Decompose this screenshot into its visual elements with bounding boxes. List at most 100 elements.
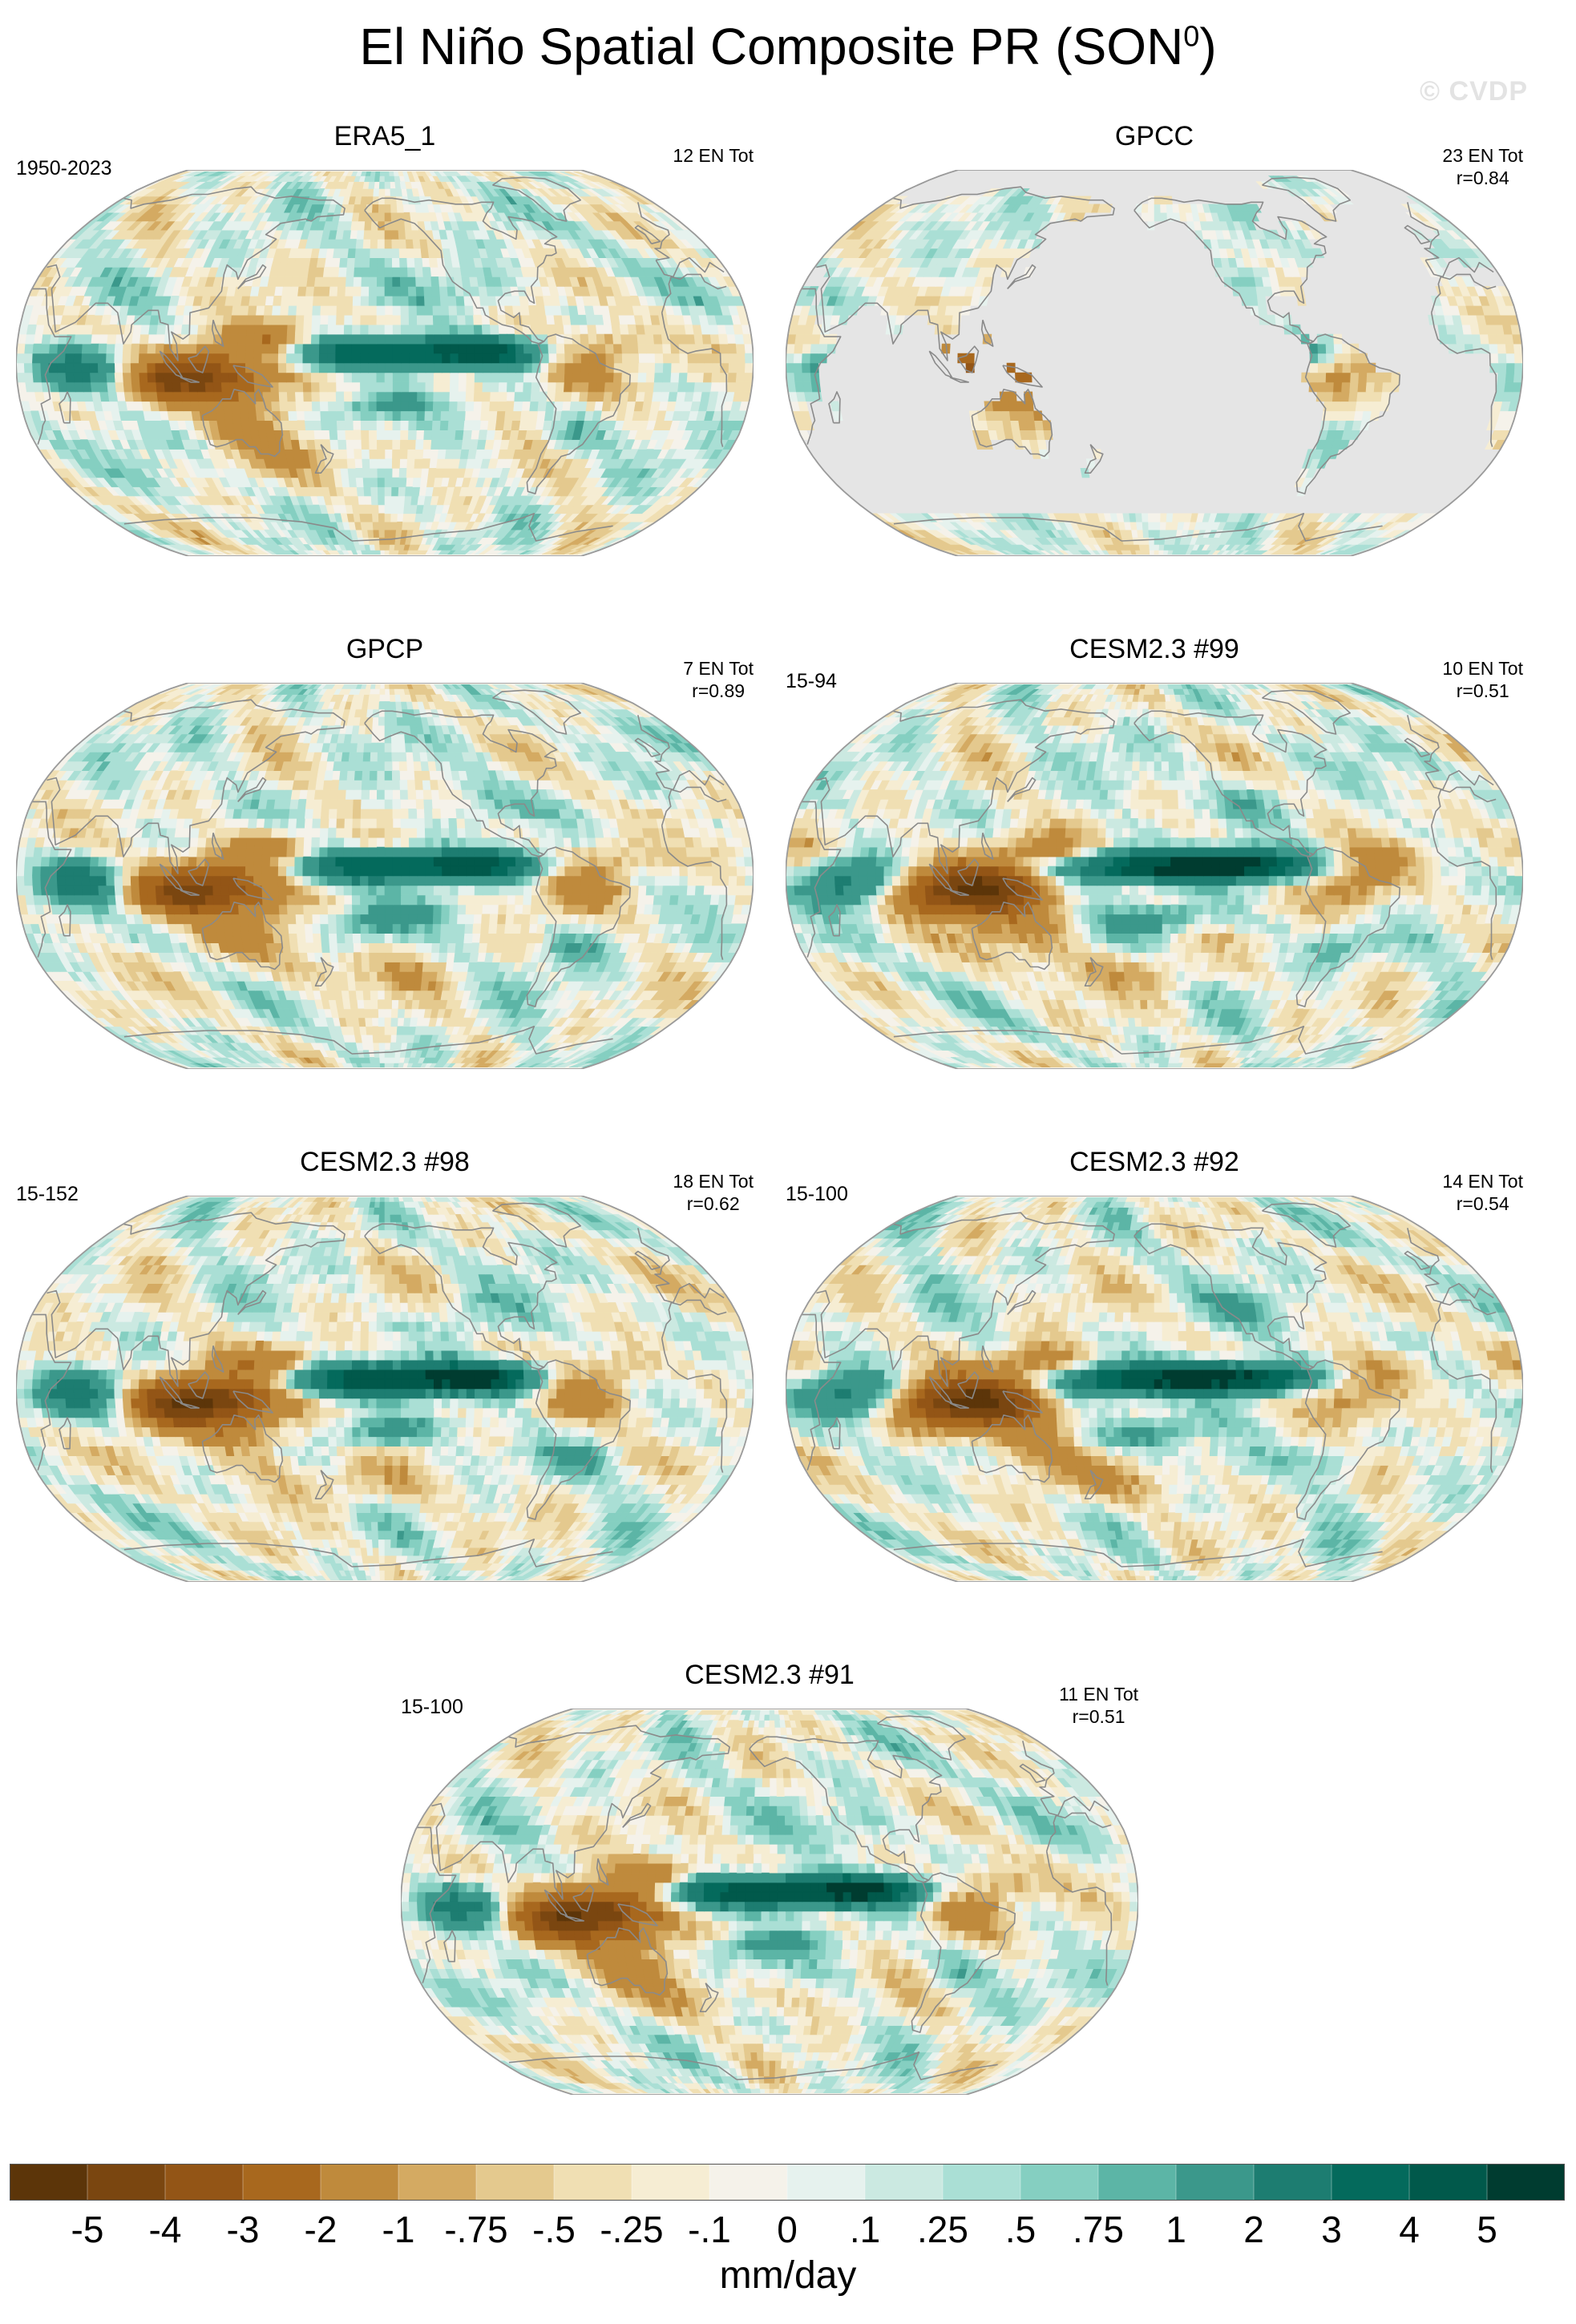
panel-years: 15-100 — [786, 1183, 848, 1206]
panel-stats: 18 EN Tot r=0.62 — [673, 1170, 754, 1215]
coastline-africa — [32, 273, 728, 447]
coastline-borneo — [957, 1371, 980, 1399]
panel-years: 15-100 — [401, 1696, 463, 1719]
panel-stats: 23 EN Tot r=0.84 — [1442, 144, 1523, 189]
coastline-aus — [971, 1414, 1053, 1483]
coastline-antarctica — [893, 1026, 1383, 1055]
colorbar-swatch — [1176, 2164, 1255, 2201]
coastline-eurasia — [816, 186, 1494, 361]
cvdp-watermark: © CVDP — [1420, 76, 1528, 107]
panel-title: CESM2.3 #99 — [786, 633, 1523, 665]
coastline-philippines — [980, 319, 994, 347]
panel-event-count: 12 EN Tot — [673, 144, 754, 167]
panel-title: CESM2.3 #91 — [401, 1659, 1138, 1691]
coastline-aus — [201, 1414, 284, 1483]
map-border — [16, 683, 754, 1069]
coastline-nz — [1084, 1470, 1104, 1499]
coastline-africa — [417, 1812, 1113, 1986]
coastline-eurasia — [431, 1725, 1109, 1900]
coastline-greenland — [492, 689, 581, 735]
panel-correlation: r=0.62 — [673, 1192, 754, 1215]
precip-field — [401, 1709, 1138, 2095]
coastline-africa — [32, 786, 728, 960]
colorbar-swatch — [10, 2164, 88, 2201]
coastline-ng — [1002, 365, 1043, 388]
coastline-antarctica — [123, 513, 613, 542]
coastline-borneo — [188, 858, 210, 886]
coastline-greenland — [1262, 689, 1351, 735]
panel-event-count: 10 EN Tot — [1442, 657, 1523, 680]
coastline-philippines — [596, 1858, 609, 1886]
panel-event-count: 18 EN Tot — [673, 1170, 754, 1192]
coastline-greenland — [1262, 176, 1351, 222]
coastline-madagascar — [828, 1417, 841, 1450]
panel-title: GPCC — [786, 120, 1523, 152]
colorbar-swatch — [709, 2164, 788, 2201]
coastline-uk — [1404, 737, 1431, 757]
colorbar-tick-label: -.25 — [600, 2208, 663, 2251]
panel-correlation: r=0.51 — [1442, 680, 1523, 702]
panel-years: 15-152 — [16, 1183, 79, 1206]
colorbar-tick-label: -5 — [71, 2208, 104, 2251]
coastline-borneo — [188, 345, 210, 373]
coastline-madagascar — [828, 391, 841, 424]
coastline-sam — [1295, 333, 1400, 494]
coastline-java — [564, 1915, 584, 1922]
robinson-map — [786, 170, 1523, 556]
map-border — [401, 1709, 1138, 2095]
colorbar-tick-label: 1 — [1166, 2208, 1186, 2251]
coastline-java — [949, 890, 969, 896]
panel-stats: 7 EN Tot r=0.89 — [683, 657, 754, 702]
panel-title: CESM2.3 #98 — [16, 1146, 754, 1178]
coastline-madagascar — [59, 391, 71, 424]
colorbar-swatch — [632, 2164, 710, 2201]
coastline-madagascar — [443, 1930, 456, 1963]
panel-correlation: r=0.54 — [1442, 1192, 1523, 1215]
coastline-borneo — [572, 1884, 595, 1912]
colorbar-tick-label: -.75 — [444, 2208, 507, 2251]
map-border — [16, 1196, 754, 1582]
panel-stats: 10 EN Tot r=0.51 — [1442, 657, 1523, 702]
coastline-africa — [802, 273, 1497, 447]
colorbar-tick-label: 4 — [1399, 2208, 1420, 2251]
coastline-madagascar — [59, 1417, 71, 1450]
coastline-japan — [1007, 1289, 1037, 1315]
coastline-africa — [802, 1299, 1497, 1473]
panel-correlation: r=0.89 — [683, 680, 754, 702]
map-border — [786, 1196, 1523, 1582]
map-panel: CESM2.3 #99 15-94 10 EN Tot r=0.51 — [786, 633, 1523, 1114]
colorbar-tick-label: -4 — [149, 2208, 182, 2251]
panel-stats: 11 EN Tot r=0.51 — [1059, 1683, 1138, 1728]
coastline-sam — [526, 333, 631, 494]
colorbar-swatch — [1020, 2164, 1099, 2201]
coastline-africa — [32, 1299, 728, 1473]
coastline-aus — [586, 1927, 669, 1996]
coastline-nam — [364, 1223, 558, 1370]
panel-title: GPCP — [16, 633, 754, 665]
coastline-japan — [237, 777, 267, 802]
coastline-antarctica — [123, 1026, 613, 1055]
coastline-japan — [237, 264, 267, 289]
colorbar-tick-label: -.1 — [688, 2208, 731, 2251]
colorbar-swatch — [1098, 2164, 1177, 2201]
panel-stats: 12 EN Tot — [673, 144, 754, 167]
colorbar-tick-label: 0 — [777, 2208, 798, 2251]
colorbar-swatch — [943, 2164, 1021, 2201]
colorbar-tick-label: .25 — [917, 2208, 968, 2251]
coastline-nz — [699, 1983, 719, 2012]
colorbar-swatch — [1409, 2164, 1488, 2201]
figure-title: El Niño Spatial Composite PR (SON0) — [0, 18, 1576, 77]
coastline-eurasia — [816, 1212, 1494, 1387]
precip-field — [16, 683, 754, 1069]
precip-field — [786, 1196, 1523, 1582]
coastline-ng — [617, 1903, 658, 1927]
panel-event-count: 14 EN Tot — [1442, 1170, 1523, 1192]
coastline-eurasia — [46, 1212, 725, 1387]
coastline-japan — [1007, 777, 1037, 802]
coastline-madagascar — [828, 904, 841, 937]
coastline-aus — [201, 389, 284, 458]
map-panel: GPCC 23 EN Tot r=0.84 — [786, 120, 1523, 601]
precip-field — [16, 1196, 754, 1582]
precip-field — [16, 170, 754, 556]
coastline-eurasia — [46, 699, 725, 874]
